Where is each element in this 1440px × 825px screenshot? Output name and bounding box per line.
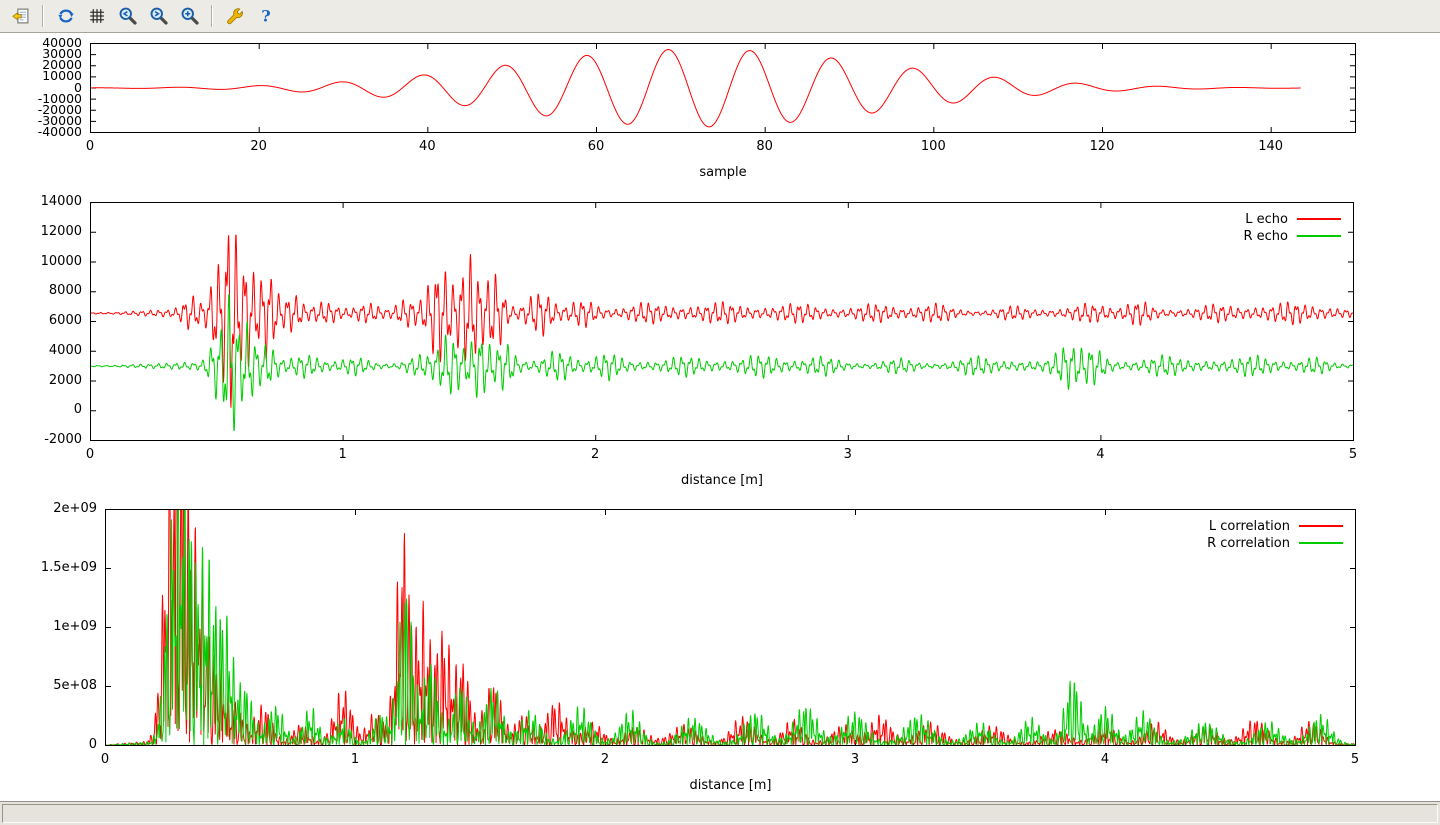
x-tick-label: 5 [1350, 752, 1360, 767]
clipboard-copy-icon [11, 6, 31, 26]
x-tick-label: 5 [1348, 447, 1358, 462]
question-icon: ? [256, 6, 276, 26]
legend-entry: R correlation [1207, 535, 1343, 551]
x-axis-label: sample [699, 165, 747, 180]
copy-to-clipboard-button[interactable] [6, 2, 35, 30]
legend-label: R echo [1243, 228, 1288, 244]
y-tick-label: 40000 [42, 35, 82, 50]
x-tick-label: 40 [419, 139, 436, 154]
y-tick-label: 12000 [40, 223, 82, 239]
zoom-previous-button[interactable] [113, 2, 142, 30]
help-button[interactable]: ? [251, 2, 280, 30]
grid-icon [87, 6, 107, 26]
x-axis-label: distance [m] [680, 473, 764, 488]
legend-line-sample [1299, 542, 1343, 544]
toolbar: ? [0, 0, 1440, 33]
y-tick-label: -2000 [44, 432, 82, 447]
y-tick-label: 2e+09 [53, 501, 97, 516]
x-tick-label: 140 [1258, 139, 1284, 154]
y-tick-label: 2000 [48, 372, 82, 388]
configure-button[interactable] [220, 2, 249, 30]
legend-entry: R echo [1243, 228, 1341, 244]
y-tick-label: -20000 [37, 101, 82, 117]
y-tick-label: -40000 [37, 124, 82, 139]
y-tick-label: 10000 [42, 68, 82, 84]
toolbar-separator [211, 5, 213, 27]
x-tick-label: 1 [338, 447, 347, 462]
zoom-next-button[interactable] [144, 2, 173, 30]
x-tick-label: 20 [250, 139, 267, 154]
x-axis-label: distance [m] [689, 778, 772, 793]
x-tick-label: 80 [756, 139, 773, 154]
autoscale-button[interactable] [175, 2, 204, 30]
y-tick-label: 1e+09 [53, 619, 97, 634]
x-tick-label: 120 [1089, 139, 1115, 154]
correlation-plot-canvas[interactable] [105, 509, 1356, 746]
x-tick-label: 100 [920, 139, 946, 154]
legend-label: L correlation [1208, 518, 1290, 534]
toggle-grid-button[interactable] [82, 2, 111, 30]
magnifier-autoscale-icon [180, 6, 200, 26]
legend-line-sample [1297, 235, 1341, 237]
x-tick-label: 2 [600, 752, 610, 767]
y-tick-label: 8000 [48, 283, 82, 299]
y-tick-label: 5e+08 [53, 678, 97, 693]
replot-button[interactable] [51, 2, 80, 30]
legend-entry: L echo [1245, 211, 1341, 227]
y-tick-label: -10000 [37, 90, 82, 106]
x-tick-label: 0 [100, 752, 110, 767]
toolbar-separator [42, 5, 44, 27]
y-tick-label: 0 [73, 402, 82, 418]
y-tick-label: 4000 [48, 342, 82, 358]
pulse-plot-canvas[interactable] [90, 43, 1356, 133]
magnifier-next-icon [149, 6, 169, 26]
legend-line-sample [1299, 525, 1343, 527]
x-tick-label: 4 [1096, 447, 1105, 462]
svg-text:?: ? [261, 7, 271, 26]
legend-label: R correlation [1207, 535, 1290, 551]
x-tick-label: 0 [85, 447, 95, 462]
x-tick-label: 2 [591, 447, 600, 462]
y-tick-label: 14000 [40, 194, 82, 209]
y-tick-label: 1.5e+09 [40, 560, 97, 575]
y-tick-label: 0 [88, 737, 97, 752]
echo-plot-canvas[interactable] [90, 202, 1354, 441]
x-tick-label: 1 [350, 752, 360, 767]
legend-line-sample [1297, 218, 1341, 220]
refresh-icon [56, 6, 76, 26]
legend-entry: L correlation [1209, 518, 1343, 534]
y-tick-label: 6000 [48, 313, 82, 328]
y-tick-label: -30000 [37, 112, 82, 128]
x-tick-label: 0 [85, 139, 95, 154]
x-tick-label: 3 [843, 447, 852, 462]
magnifier-previous-icon [118, 6, 138, 26]
legend-label: L echo [1245, 211, 1288, 227]
status-field [2, 804, 1438, 823]
x-tick-label: 4 [1100, 752, 1110, 767]
status-bar [0, 801, 1440, 825]
x-tick-label: 3 [850, 752, 860, 767]
y-tick-label: 20000 [42, 57, 82, 73]
wrench-icon [225, 6, 245, 26]
y-tick-label: 0 [74, 79, 82, 95]
x-tick-label: 60 [587, 139, 605, 154]
y-tick-label: 10000 [40, 253, 82, 269]
y-tick-label: 30000 [42, 46, 82, 62]
